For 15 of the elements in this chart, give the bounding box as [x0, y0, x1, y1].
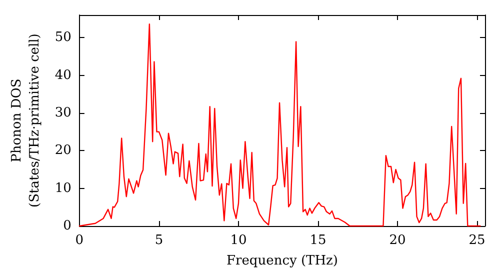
x-tick-label: 20 [389, 233, 406, 248]
y-tick-label: 40 [54, 68, 72, 83]
y-tick-label: 50 [54, 30, 72, 46]
x-tick-label: 15 [310, 233, 326, 248]
y-tick-label: 20 [54, 143, 72, 158]
x-axis-title: Frequency (THz) [226, 253, 338, 268]
y-tick-label: 30 [54, 105, 72, 120]
y-axis-title: Phonon DOS (States/THz·primitive cell) [10, 33, 42, 208]
x-tick-label: 25 [468, 233, 486, 248]
x-tick-label: 5 [154, 233, 164, 248]
y-tick-label: 0 [63, 218, 72, 234]
line-series [78, 23, 481, 227]
y-tick-label: 10 [54, 180, 72, 196]
x-tick-label: 0 [75, 233, 84, 248]
x-tick-label: 10 [230, 233, 247, 248]
